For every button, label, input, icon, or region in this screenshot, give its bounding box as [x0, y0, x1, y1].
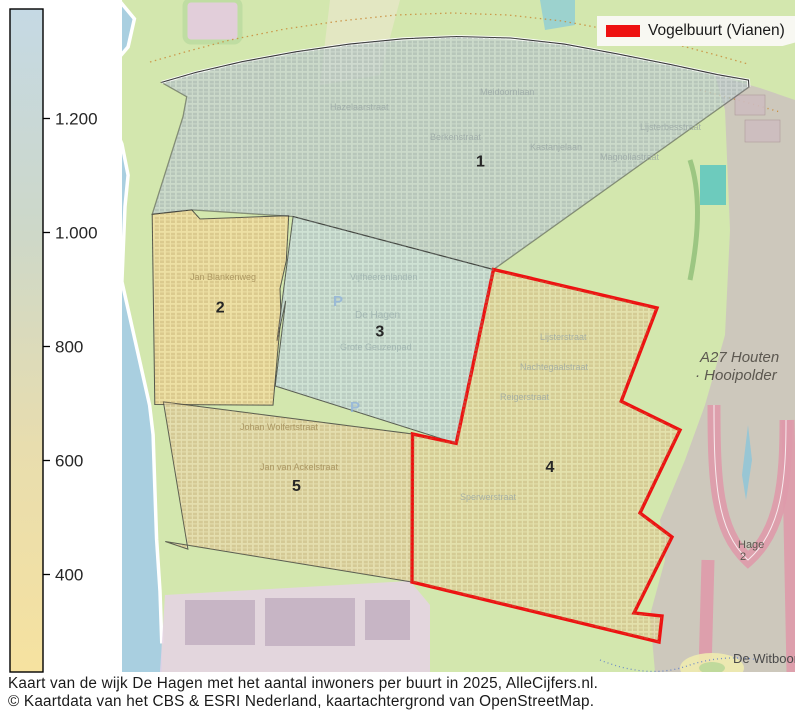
- svg-text:3: 3: [375, 324, 384, 341]
- svg-text:· Hooipolder: · Hooipolder: [695, 367, 778, 384]
- svg-text:Hazelaarstraat: Hazelaarstraat: [330, 102, 389, 112]
- svg-text:De Hagen: De Hagen: [355, 310, 400, 321]
- svg-text:Hage: Hage: [738, 539, 764, 551]
- svg-text:P: P: [333, 293, 343, 310]
- svg-text:2: 2: [216, 300, 225, 317]
- svg-text:Vijfheerenlanden: Vijfheerenlanden: [350, 272, 417, 282]
- svg-text:Nachtegaalstraat: Nachtegaalstraat: [520, 362, 589, 372]
- svg-text:1: 1: [476, 153, 485, 170]
- svg-text:Jan van Ackelstraat: Jan van Ackelstraat: [260, 462, 339, 472]
- svg-text:A27 Houten: A27 Houten: [699, 349, 779, 366]
- svg-text:Meidoornlaan: Meidoornlaan: [480, 87, 535, 97]
- svg-text:P: P: [350, 399, 360, 416]
- svg-text:Grote Geuzenpad: Grote Geuzenpad: [340, 342, 412, 352]
- svg-text:5: 5: [292, 478, 301, 495]
- svg-text:Johan Wolfertstraat: Johan Wolfertstraat: [240, 422, 318, 432]
- svg-text:De Witboon: De Witboon: [733, 651, 795, 666]
- svg-text:Lijsterstraat: Lijsterstraat: [540, 332, 587, 342]
- svg-text:Sperwerstraat: Sperwerstraat: [460, 492, 517, 502]
- svg-text:2: 2: [740, 551, 746, 563]
- svg-text:4: 4: [546, 459, 555, 476]
- svg-text:Lijsterbesstraat: Lijsterbesstraat: [640, 122, 702, 132]
- svg-text:Jan Blankenweg: Jan Blankenweg: [190, 272, 256, 282]
- svg-text:Reigerstraat: Reigerstraat: [500, 392, 550, 402]
- svg-text:Kastanjelaan: Kastanjelaan: [530, 142, 582, 152]
- svg-text:Berkenstraat: Berkenstraat: [430, 132, 482, 142]
- svg-text:Magnoliastraat: Magnoliastraat: [600, 152, 660, 162]
